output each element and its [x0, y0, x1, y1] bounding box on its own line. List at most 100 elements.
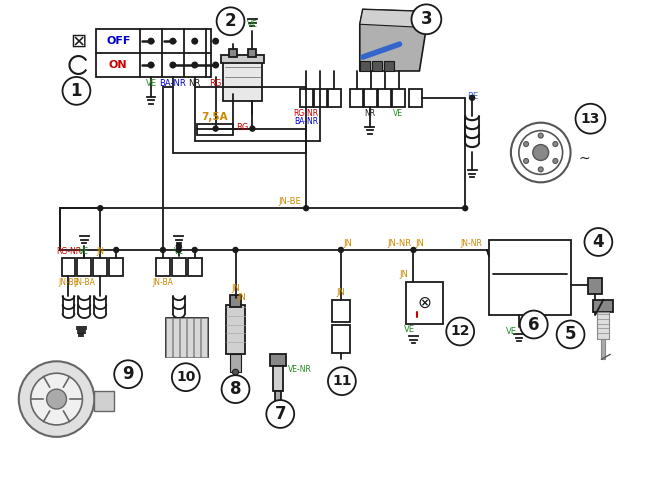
Bar: [226, 305, 246, 354]
Bar: [109, 258, 123, 276]
Text: VE: VE: [174, 247, 184, 256]
Bar: [384, 61, 393, 71]
Text: 4: 4: [593, 233, 604, 251]
Circle shape: [192, 248, 197, 252]
Bar: [314, 89, 327, 107]
Text: JN: JN: [343, 239, 352, 248]
Circle shape: [170, 38, 175, 44]
Bar: [172, 258, 186, 276]
Text: ON: ON: [109, 60, 128, 70]
Circle shape: [222, 375, 250, 403]
Circle shape: [557, 320, 584, 348]
Bar: [61, 258, 75, 276]
Circle shape: [470, 95, 475, 100]
Text: 6: 6: [528, 316, 539, 333]
Bar: [223, 59, 263, 101]
Text: 7,5A: 7,5A: [201, 112, 228, 122]
Bar: [94, 391, 114, 411]
Bar: [601, 340, 606, 359]
Bar: [588, 278, 602, 294]
Text: ⊗: ⊗: [417, 294, 432, 312]
Bar: [270, 354, 286, 366]
Bar: [378, 89, 391, 107]
Text: BA-NR: BA-NR: [294, 117, 318, 125]
Text: VE: VE: [506, 328, 517, 336]
Bar: [364, 89, 377, 107]
Text: VE: VE: [79, 247, 90, 256]
Circle shape: [19, 361, 94, 437]
Text: JN-NR: JN-NR: [460, 239, 482, 248]
Text: VE: VE: [393, 109, 402, 118]
Polygon shape: [360, 10, 426, 27]
Circle shape: [584, 228, 612, 256]
Bar: [372, 61, 382, 71]
Text: RG: RG: [210, 79, 222, 88]
Bar: [94, 258, 107, 276]
Bar: [300, 89, 313, 107]
Circle shape: [538, 133, 543, 138]
Bar: [360, 61, 370, 71]
Circle shape: [213, 126, 218, 131]
Text: VE: VE: [247, 20, 258, 29]
Bar: [597, 311, 610, 340]
Circle shape: [304, 205, 308, 211]
Bar: [173, 318, 179, 357]
Text: JN: JN: [415, 239, 424, 248]
Text: BE: BE: [467, 92, 479, 102]
Text: JN: JN: [337, 288, 345, 297]
Text: JN: JN: [231, 284, 240, 293]
Circle shape: [114, 360, 142, 388]
Text: VE: VE: [404, 326, 415, 334]
Bar: [593, 300, 613, 311]
Text: VE-NR: VE-NR: [288, 365, 312, 374]
Bar: [406, 282, 443, 323]
Bar: [194, 318, 200, 357]
Text: RG-NR: RG-NR: [293, 109, 319, 118]
Bar: [332, 300, 350, 321]
Circle shape: [98, 205, 103, 211]
Text: 3: 3: [421, 10, 432, 28]
Text: 7: 7: [274, 405, 286, 423]
Bar: [230, 354, 241, 372]
Text: JN-BE: JN-BE: [279, 197, 302, 206]
Circle shape: [192, 38, 197, 44]
Bar: [201, 318, 206, 357]
Circle shape: [63, 77, 90, 105]
Circle shape: [148, 62, 154, 68]
Circle shape: [446, 318, 474, 345]
Circle shape: [233, 248, 238, 252]
Text: JN: JN: [399, 270, 408, 279]
Circle shape: [511, 123, 571, 182]
Circle shape: [524, 142, 528, 147]
Text: RG: RG: [237, 123, 249, 132]
Text: ~: ~: [579, 151, 590, 165]
Circle shape: [524, 159, 528, 163]
Circle shape: [46, 389, 66, 409]
Circle shape: [462, 205, 468, 211]
Text: 8: 8: [230, 380, 241, 398]
Circle shape: [553, 142, 558, 147]
Bar: [230, 295, 241, 307]
Circle shape: [161, 248, 165, 252]
Bar: [392, 89, 404, 107]
Circle shape: [520, 310, 548, 339]
Circle shape: [170, 62, 175, 68]
Circle shape: [213, 62, 219, 68]
Bar: [248, 49, 256, 57]
Text: JN-BA: JN-BA: [74, 278, 95, 287]
Polygon shape: [360, 10, 426, 71]
Circle shape: [217, 7, 244, 35]
Bar: [180, 318, 186, 357]
Bar: [77, 258, 92, 276]
Text: JN: JN: [237, 293, 246, 302]
Bar: [188, 258, 202, 276]
Bar: [197, 124, 233, 135]
Bar: [96, 29, 211, 77]
Text: NR: NR: [364, 109, 375, 118]
Text: VE: VE: [146, 79, 157, 88]
Circle shape: [339, 248, 343, 252]
Bar: [328, 89, 341, 107]
Text: 13: 13: [580, 112, 600, 125]
Text: 9: 9: [123, 365, 134, 383]
Circle shape: [575, 104, 606, 134]
